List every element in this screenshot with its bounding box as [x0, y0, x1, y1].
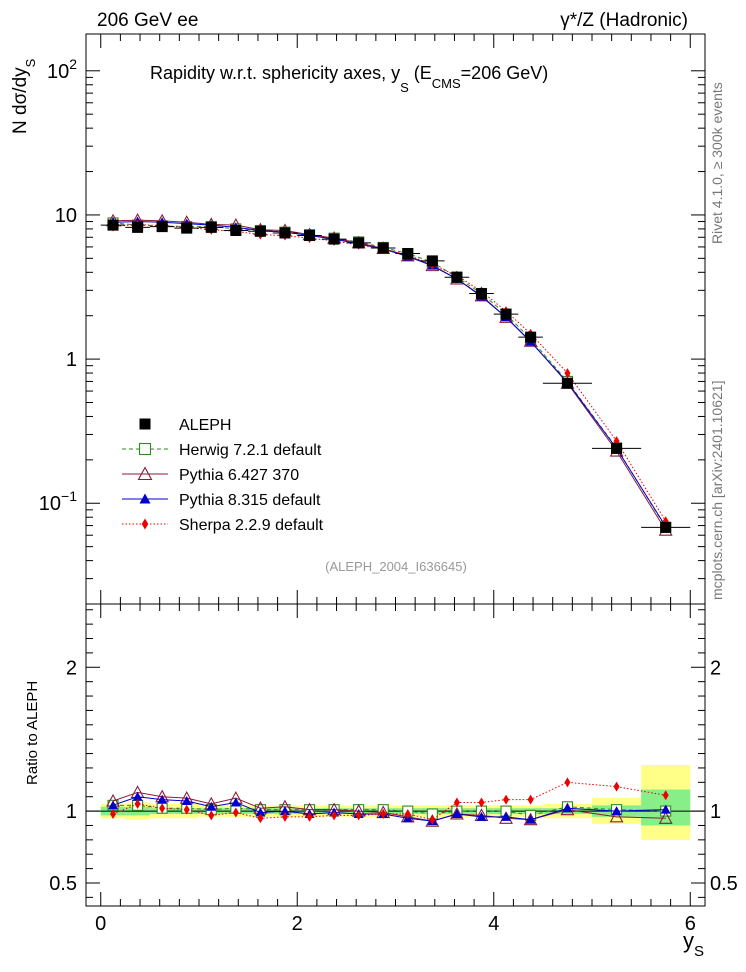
legend-label-pythia-8-315-default: Pythia 8.315 default — [179, 492, 321, 509]
plot-title: Rapidity w.r.t. sphericity axes, yS (ECM… — [150, 63, 548, 95]
x-tick-label: 0 — [95, 913, 106, 935]
ratio-point-pythia-8-315-default — [206, 801, 217, 811]
ratio-point-sherpa-2-2-9-default — [355, 810, 362, 821]
ratio-point-pythia-6-427-370 — [449, 806, 464, 820]
ratio-point-pythia-8-315-default — [525, 814, 536, 824]
ratio-point-sherpa-2-2-9-default — [183, 804, 190, 815]
legend: ALEPH Herwig 7.2.1 default Pythia 6.427 37… — [122, 417, 324, 534]
y-tick-label-ratio: 2 — [66, 657, 77, 679]
ratio-point-pythia-8-315-default — [255, 807, 266, 817]
ratio-point-sherpa-2-2-9-default — [281, 811, 288, 822]
data-point-aleph — [426, 255, 438, 267]
legend-label-aleph: ALEPH — [179, 417, 231, 434]
ratio-point-pythia-6-427-370 — [609, 809, 624, 823]
ratio-point-pythia-8-315-default — [157, 794, 168, 804]
ratio-point-sherpa-2-2-9-default — [564, 777, 571, 788]
data-point-aleph — [451, 271, 463, 283]
legend-marker-sherpa-2-2-9-default — [141, 518, 149, 530]
ratio-point-sherpa-2-2-9-default — [110, 808, 117, 819]
legend-label-herwig-7-2-1-default: Herwig 7.2.1 default — [179, 442, 322, 459]
data-point-aleph — [660, 521, 672, 533]
ratio-point-sherpa-2-2-9-default — [429, 814, 436, 825]
data-point-aleph — [475, 288, 487, 300]
y-tick-label-ratio-right: 1 — [710, 801, 721, 823]
ratio-point-pythia-8-315-default — [562, 803, 573, 813]
data-point-sherpa-2-2-9-default — [564, 368, 571, 379]
y-tick-label-ratio-right: 0.5 — [710, 873, 738, 895]
data-point-aleph — [500, 308, 512, 320]
ratio-point-pythia-6-427-370 — [658, 811, 673, 824]
ratio-point-sherpa-2-2-9-default — [306, 811, 313, 822]
ratio-point-pythia-8-315-default — [660, 804, 671, 814]
process-label: γ*/Z (Hadronic) — [560, 10, 688, 31]
data-point-aleph — [181, 222, 193, 234]
ratio-point-sherpa-2-2-9-default — [134, 798, 141, 809]
data-point-aleph — [304, 230, 316, 242]
ratio-point-sherpa-2-2-9-default — [404, 808, 411, 819]
energy-label: 206 GeV ee — [97, 10, 198, 31]
data-point-aleph — [254, 225, 266, 237]
x-axis-label: yS — [683, 928, 704, 960]
ratio-point-sherpa-2-2-9-default — [613, 781, 620, 792]
data-point-aleph — [156, 221, 168, 233]
data-point-aleph — [402, 248, 414, 260]
data-point-aleph — [107, 219, 119, 231]
ratio-point-pythia-8-315-default — [181, 796, 192, 806]
legend-marker-herwig-7-2-1-default — [138, 442, 152, 456]
y-tick-label-main: 102 — [47, 56, 77, 83]
x-tick-label: 6 — [685, 913, 696, 935]
ratio-point-sherpa-2-2-9-default — [159, 803, 166, 814]
data-point-aleph — [611, 442, 623, 454]
x-tick-label: 2 — [292, 913, 303, 935]
ratio-point-sherpa-2-2-9-default — [208, 810, 215, 821]
data-point-aleph — [561, 377, 573, 389]
ratio-point-pythia-8-315-default — [476, 811, 487, 821]
data-point-aleph — [279, 227, 291, 239]
y-tick-label-ratio-right: 2 — [710, 657, 721, 679]
ratio-point-pythia-8-315-default — [611, 806, 622, 816]
data-point-aleph — [377, 242, 389, 254]
analysis-watermark: (ALEPH_2004_I636645) — [325, 559, 467, 574]
y-axis-label-ratio: Ratio to ALEPH — [24, 681, 41, 785]
ratio-point-pythia-8-315-default — [108, 800, 119, 810]
legend-label-pythia-6-427-370: Pythia 6.427 370 — [179, 467, 299, 484]
ratio-point-pythia-8-315-default — [501, 811, 512, 821]
ratio-panel-frame — [85, 603, 706, 907]
legend-marker-pythia-6-427-370 — [137, 466, 153, 481]
ratio-point-pythia-8-315-default — [451, 808, 462, 818]
ratio-point-pythia-8-315-default — [132, 791, 143, 801]
ratio-point-sherpa-2-2-9-default — [478, 797, 485, 808]
mcplots-credit-label: mcplots.cern.ch [arXiv:2401.10621] — [709, 381, 725, 600]
rivet-version-label: Rivet 4.1.0, ≥ 300k events — [709, 82, 725, 244]
legend-marker-pythia-8-315-default — [139, 493, 151, 504]
legend-label-sherpa-2-2-9-default: Sherpa 2.2.9 default — [179, 517, 324, 534]
ratio-point-sherpa-2-2-9-default — [380, 808, 387, 819]
y-tick-label-main: 10 — [55, 205, 77, 227]
y-tick-label-main: 1 — [66, 349, 77, 371]
main-panel: 10−1 1 10 102 Rapidity w.r.t. sphericity ax… — [10, 33, 706, 605]
y-tick-label-main: 10−1 — [39, 488, 77, 515]
ratio-point-sherpa-2-2-9-default — [662, 790, 669, 801]
ratio-point-sherpa-2-2-9-default — [257, 813, 264, 824]
data-point-aleph — [230, 225, 242, 237]
ratio-point-sherpa-2-2-9-default — [503, 794, 510, 805]
ratio-point-sherpa-2-2-9-default — [331, 810, 338, 821]
legend-marker-aleph — [139, 418, 151, 430]
ratio-point-pythia-8-315-default — [230, 797, 241, 807]
y-tick-label-ratio: 0.5 — [49, 873, 77, 895]
y-tick-label-ratio: 1 — [66, 801, 77, 823]
data-point-aleph — [353, 237, 365, 249]
data-point-aleph — [525, 331, 537, 343]
data-point-aleph — [205, 221, 217, 233]
x-tick-label: 4 — [488, 913, 499, 935]
data-point-aleph — [328, 233, 340, 245]
ratio-point-sherpa-2-2-9-default — [527, 794, 534, 805]
ratio-panel: 0 2 4 6 0.5 0.5 1 1 2 2 Ratio to ALEPH yS — [24, 603, 738, 960]
y-axis-label-main: N dσ/dyS — [10, 58, 38, 134]
ratio-point-sherpa-2-2-9-default — [453, 797, 460, 808]
ratio-point-sherpa-2-2-9-default — [232, 807, 239, 818]
ratio-point-pythia-8-315-default — [279, 806, 290, 816]
data-point-aleph — [132, 221, 144, 233]
